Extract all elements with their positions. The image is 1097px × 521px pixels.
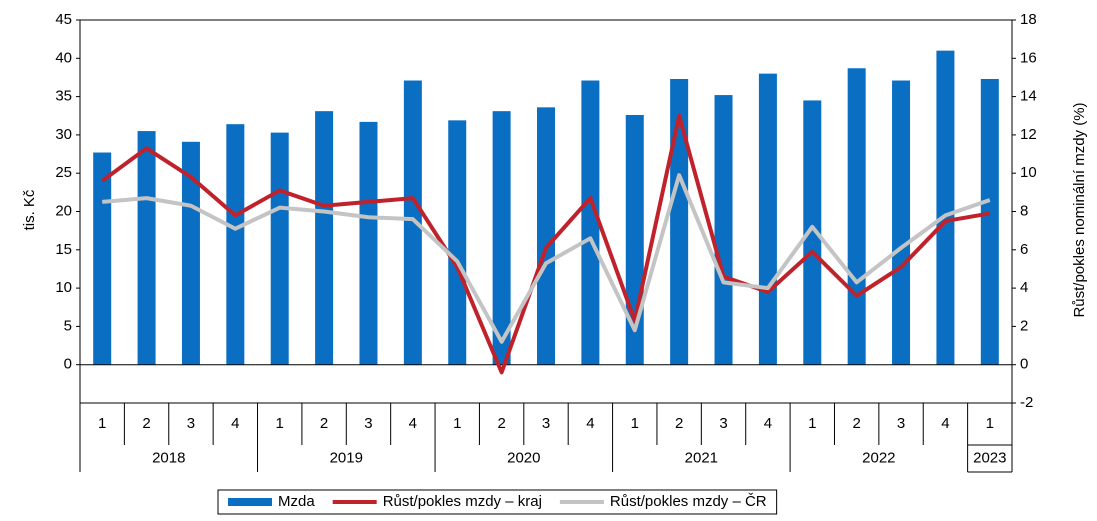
y2-tick-label: -2 <box>1020 394 1033 411</box>
y2-axis-label: Růst/pokles nominální mzdy (%) <box>1071 102 1088 317</box>
y-tick-label: 40 <box>55 49 72 66</box>
y-tick-label: 30 <box>55 126 72 143</box>
x-tick-label: 1 <box>276 415 284 432</box>
x-tick-label: 4 <box>764 415 772 432</box>
y-tick-label: 10 <box>55 279 72 296</box>
x-group-label: 2021 <box>685 449 718 466</box>
x-tick-label: 3 <box>542 415 550 432</box>
x-tick-label: 1 <box>631 415 639 432</box>
bar <box>892 80 911 365</box>
y2-tick-label: 18 <box>1020 11 1037 28</box>
bar <box>403 80 422 365</box>
y-tick-label: 45 <box>55 11 72 28</box>
y2-tick-label: 6 <box>1020 241 1028 258</box>
y-tick-label: 20 <box>55 202 72 219</box>
bar <box>803 100 822 365</box>
y-axis-label: tis. Kč <box>21 189 38 230</box>
legend-label: Mzda <box>278 493 315 510</box>
y2-tick-label: 16 <box>1020 49 1037 66</box>
x-tick-label: 4 <box>231 415 239 432</box>
bar <box>758 73 777 365</box>
y-tick-label: 0 <box>64 356 72 373</box>
x-tick-label: 2 <box>675 415 683 432</box>
legend-frame <box>217 489 778 515</box>
x-tick-label: 4 <box>409 415 417 432</box>
x-tick-label: 3 <box>187 415 195 432</box>
x-tick-label: 3 <box>897 415 905 432</box>
x-group-label: 2018 <box>152 449 185 466</box>
x-tick-label: 2 <box>142 415 150 432</box>
y2-tick-label: 0 <box>1020 356 1028 373</box>
x-tick-label: 2 <box>497 415 505 432</box>
bar <box>980 78 999 365</box>
bar <box>270 132 289 365</box>
y2-tick-label: 12 <box>1020 126 1037 143</box>
x-tick-label: 4 <box>941 415 949 432</box>
bar <box>93 152 112 365</box>
bar <box>537 107 555 365</box>
y-tick-label: 5 <box>64 317 72 334</box>
x-tick-label: 1 <box>986 415 994 432</box>
bar <box>448 120 467 365</box>
x-tick-label: 2 <box>320 415 328 432</box>
y-tick-label: 25 <box>55 164 72 181</box>
bar <box>492 111 511 365</box>
x-group-label: 2023 <box>973 449 1006 466</box>
x-group-label: 2020 <box>507 449 540 466</box>
bar <box>714 95 733 365</box>
x-tick-label: 3 <box>364 415 372 432</box>
legend-label: Růst/pokles mzdy – kraj <box>383 493 542 510</box>
bar <box>670 78 689 365</box>
y-tick-label: 15 <box>55 241 72 258</box>
x-group-label: 2022 <box>862 449 895 466</box>
legend-label: Růst/pokles mzdy – ČR <box>610 493 767 510</box>
bar <box>936 50 955 365</box>
x-tick-label: 2 <box>852 415 860 432</box>
legend-swatch <box>228 498 272 506</box>
bar <box>847 68 866 365</box>
y2-tick-label: 14 <box>1020 88 1037 105</box>
bar <box>181 141 200 365</box>
bar <box>226 124 245 365</box>
x-tick-label: 1 <box>453 415 461 432</box>
line <box>101 113 991 375</box>
y2-tick-label: 8 <box>1020 202 1028 219</box>
x-tick-label: 1 <box>98 415 106 432</box>
y2-tick-label: 2 <box>1020 317 1028 334</box>
bar <box>315 111 334 365</box>
line <box>102 173 991 344</box>
bar <box>137 131 156 365</box>
y-tick-label: 35 <box>55 88 72 105</box>
x-tick-label: 1 <box>808 415 816 432</box>
x-tick-label: 4 <box>586 415 594 432</box>
y2-tick-label: 10 <box>1020 164 1037 181</box>
x-group-label: 2019 <box>330 449 363 466</box>
bar <box>581 80 600 365</box>
x-tick-label: 3 <box>719 415 727 432</box>
y2-tick-label: 4 <box>1020 279 1028 296</box>
bar <box>359 121 378 365</box>
